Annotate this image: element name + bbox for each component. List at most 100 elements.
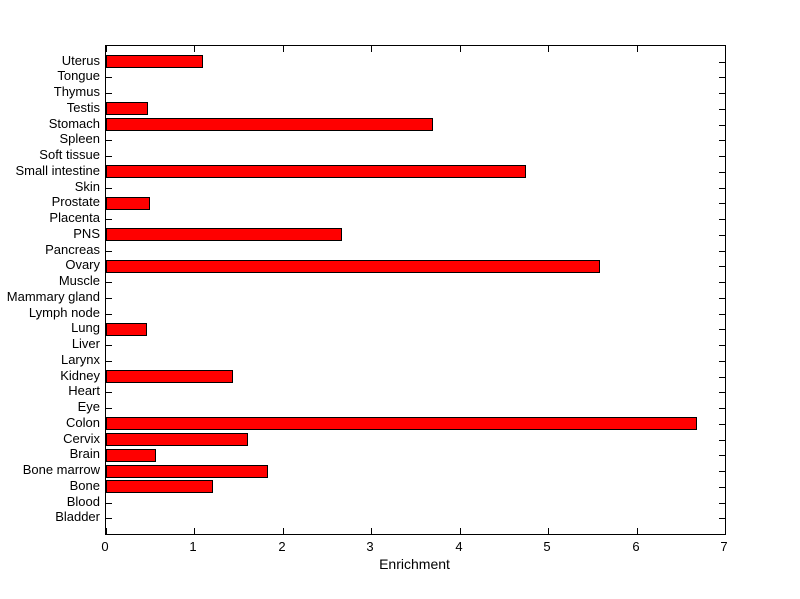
y-tick-label-brain: Brain bbox=[69, 446, 100, 462]
y-tick-mark bbox=[719, 251, 725, 252]
y-tick-mark bbox=[719, 140, 725, 141]
y-tick-label-pns: PNS bbox=[73, 225, 100, 241]
y-tick-label-uterus: Uterus bbox=[61, 52, 100, 68]
y-tick-mark bbox=[719, 471, 725, 472]
x-tick-label-6: 6 bbox=[632, 539, 640, 554]
x-tick-mark bbox=[106, 46, 107, 52]
bar-testis bbox=[106, 102, 148, 115]
x-tick-mark bbox=[548, 528, 549, 534]
y-tick-mark bbox=[719, 77, 725, 78]
y-tick-mark bbox=[719, 62, 725, 63]
y-tick-label-bladder: Bladder bbox=[55, 509, 100, 525]
bar-cervix bbox=[106, 433, 248, 446]
y-tick-mark bbox=[106, 361, 112, 362]
y-tick-label-skin: Skin bbox=[74, 178, 100, 194]
x-tick-label-0: 0 bbox=[101, 539, 109, 554]
y-tick-mark bbox=[719, 298, 725, 299]
x-tick-mark bbox=[194, 528, 195, 534]
x-tick-label-4: 4 bbox=[455, 539, 463, 554]
x-tick-mark bbox=[460, 46, 461, 52]
bar-stomach bbox=[106, 118, 433, 131]
x-tick-mark bbox=[637, 528, 638, 534]
y-tick-mark bbox=[719, 392, 725, 393]
y-tick-mark bbox=[719, 235, 725, 236]
x-tick-mark bbox=[106, 528, 107, 534]
y-tick-label-lymph-node: Lymph node bbox=[28, 304, 100, 320]
x-tick-mark bbox=[725, 528, 726, 534]
y-tick-label-heart: Heart bbox=[68, 383, 100, 399]
y-tick-mark bbox=[719, 188, 725, 189]
y-tick-mark bbox=[719, 314, 725, 315]
x-axis-title: Enrichment bbox=[379, 556, 450, 572]
y-tick-label-cervix: Cervix bbox=[63, 430, 100, 446]
x-tick-mark bbox=[371, 528, 372, 534]
y-tick-mark bbox=[719, 440, 725, 441]
bar-small-intestine bbox=[106, 165, 526, 178]
y-tick-label-stomach: Stomach bbox=[48, 115, 100, 131]
bar-bone-marrow bbox=[106, 465, 268, 478]
y-tick-mark bbox=[106, 518, 112, 519]
y-tick-mark bbox=[106, 282, 112, 283]
y-tick-mark bbox=[719, 487, 725, 488]
x-tick-mark bbox=[194, 46, 195, 52]
y-tick-label-tongue: Tongue bbox=[57, 68, 100, 84]
y-tick-mark bbox=[719, 125, 725, 126]
y-tick-label-lung: Lung bbox=[71, 320, 100, 336]
bar-colon bbox=[106, 417, 697, 430]
y-tick-label-muscle: Muscle bbox=[58, 273, 100, 289]
x-tick-mark bbox=[371, 46, 372, 52]
y-tick-mark bbox=[719, 282, 725, 283]
bar-kidney bbox=[106, 370, 233, 383]
y-tick-mark bbox=[719, 345, 725, 346]
y-tick-label-mammary-gland: Mammary gland bbox=[6, 288, 100, 304]
y-tick-mark bbox=[106, 503, 112, 504]
x-tick-label-7: 7 bbox=[720, 539, 728, 554]
y-tick-mark bbox=[106, 345, 112, 346]
y-tick-label-placenta: Placenta bbox=[49, 210, 100, 226]
y-tick-mark bbox=[719, 455, 725, 456]
y-tick-label-small-intestine: Small intestine bbox=[15, 162, 100, 178]
y-tick-mark bbox=[719, 109, 725, 110]
bar-lung bbox=[106, 323, 147, 336]
y-tick-mark bbox=[719, 408, 725, 409]
y-tick-mark bbox=[719, 424, 725, 425]
x-tick-mark bbox=[725, 46, 726, 52]
y-tick-mark bbox=[106, 314, 112, 315]
y-tick-mark bbox=[106, 93, 112, 94]
y-tick-mark bbox=[719, 93, 725, 94]
y-tick-label-testis: Testis bbox=[66, 99, 100, 115]
x-tick-label-5: 5 bbox=[543, 539, 551, 554]
y-tick-label-blood: Blood bbox=[66, 493, 100, 509]
y-tick-mark bbox=[106, 392, 112, 393]
y-tick-mark bbox=[719, 503, 725, 504]
y-tick-mark bbox=[719, 518, 725, 519]
bar-pns bbox=[106, 228, 342, 241]
x-tick-mark bbox=[283, 46, 284, 52]
y-tick-label-colon: Colon bbox=[66, 414, 100, 430]
y-tick-mark bbox=[719, 172, 725, 173]
y-tick-mark bbox=[719, 219, 725, 220]
bar-uterus bbox=[106, 55, 203, 68]
x-tick-mark bbox=[637, 46, 638, 52]
y-tick-label-pancreas: Pancreas bbox=[45, 241, 100, 257]
bar-prostate bbox=[106, 197, 150, 210]
bar-brain bbox=[106, 449, 156, 462]
x-tick-mark bbox=[548, 46, 549, 52]
y-tick-mark bbox=[719, 377, 725, 378]
y-tick-label-ovary: Ovary bbox=[65, 257, 100, 273]
x-tick-label-3: 3 bbox=[366, 539, 374, 554]
y-tick-label-larynx: Larynx bbox=[60, 351, 100, 367]
y-tick-label-bone-marrow: Bone marrow bbox=[22, 462, 100, 478]
y-tick-mark bbox=[106, 140, 112, 141]
y-tick-label-prostate: Prostate bbox=[51, 194, 100, 210]
bar-ovary bbox=[106, 260, 600, 273]
y-tick-mark bbox=[106, 251, 112, 252]
y-tick-mark bbox=[106, 77, 112, 78]
y-tick-label-soft-tissue: Soft tissue bbox=[39, 147, 100, 163]
y-tick-mark bbox=[719, 203, 725, 204]
y-tick-mark bbox=[106, 408, 112, 409]
y-tick-label-eye: Eye bbox=[77, 399, 100, 415]
x-tick-label-2: 2 bbox=[278, 539, 286, 554]
y-tick-mark bbox=[719, 329, 725, 330]
